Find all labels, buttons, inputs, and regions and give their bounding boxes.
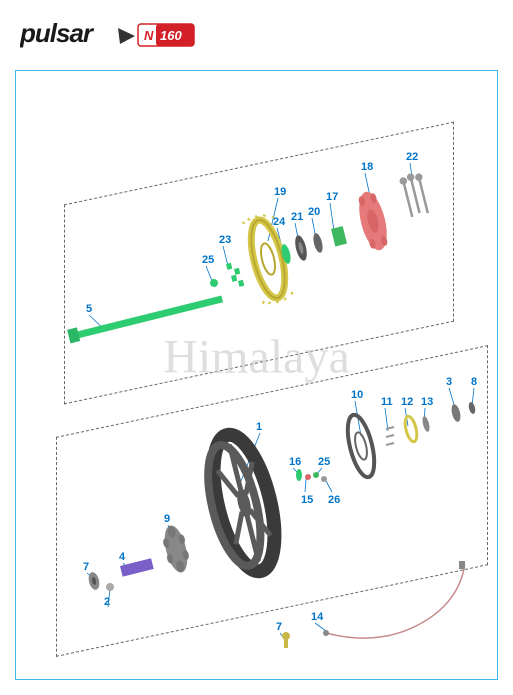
callout-13: 13 <box>421 396 433 408</box>
callout-19: 19 <box>274 186 286 198</box>
callout-3: 3 <box>446 376 452 388</box>
callout-4: 4 <box>119 551 125 563</box>
diagram-frame: Himalaya <box>15 70 498 680</box>
part-sensor-cable <box>326 564 465 638</box>
callout-22: 22 <box>406 151 418 163</box>
callout-14: 14 <box>311 611 323 623</box>
callout-9: 9 <box>164 513 170 525</box>
callout-12: 12 <box>401 396 413 408</box>
callout-18: 18 <box>361 161 373 173</box>
part-cush-drive <box>160 523 193 575</box>
exploded-diagram: Himalaya <box>16 71 497 679</box>
parts-svg <box>16 71 499 681</box>
callout-16: 16 <box>289 456 301 468</box>
callout-24: 24 <box>273 216 285 228</box>
callout-7: 7 <box>276 621 282 633</box>
callout-21: 21 <box>291 211 303 223</box>
part-bolts-22 <box>400 172 430 217</box>
callout-1: 1 <box>256 421 262 433</box>
callout-10: 10 <box>351 389 363 401</box>
callout-17: 17 <box>326 191 338 203</box>
part-brake-disc <box>343 412 380 479</box>
callout-15: 15 <box>301 494 313 506</box>
callout-7: 7 <box>83 561 89 573</box>
part-sprocket-carrier <box>354 189 392 253</box>
callout-5: 5 <box>86 303 92 315</box>
callout-2: 2 <box>104 596 110 608</box>
pulsar-text: pulsar <box>20 18 95 48</box>
callout-11: 11 <box>381 396 393 408</box>
callout-20: 20 <box>308 206 320 218</box>
callout-25: 25 <box>202 254 214 266</box>
callout-25: 25 <box>318 456 330 468</box>
svg-text:160: 160 <box>160 28 182 43</box>
callout-8: 8 <box>471 376 477 388</box>
part-wheel <box>196 429 286 579</box>
callout-26: 26 <box>328 494 340 506</box>
svg-text:N: N <box>144 28 154 43</box>
callout-23: 23 <box>219 234 231 246</box>
brand-logo: pulsar N 160 <box>20 18 220 54</box>
